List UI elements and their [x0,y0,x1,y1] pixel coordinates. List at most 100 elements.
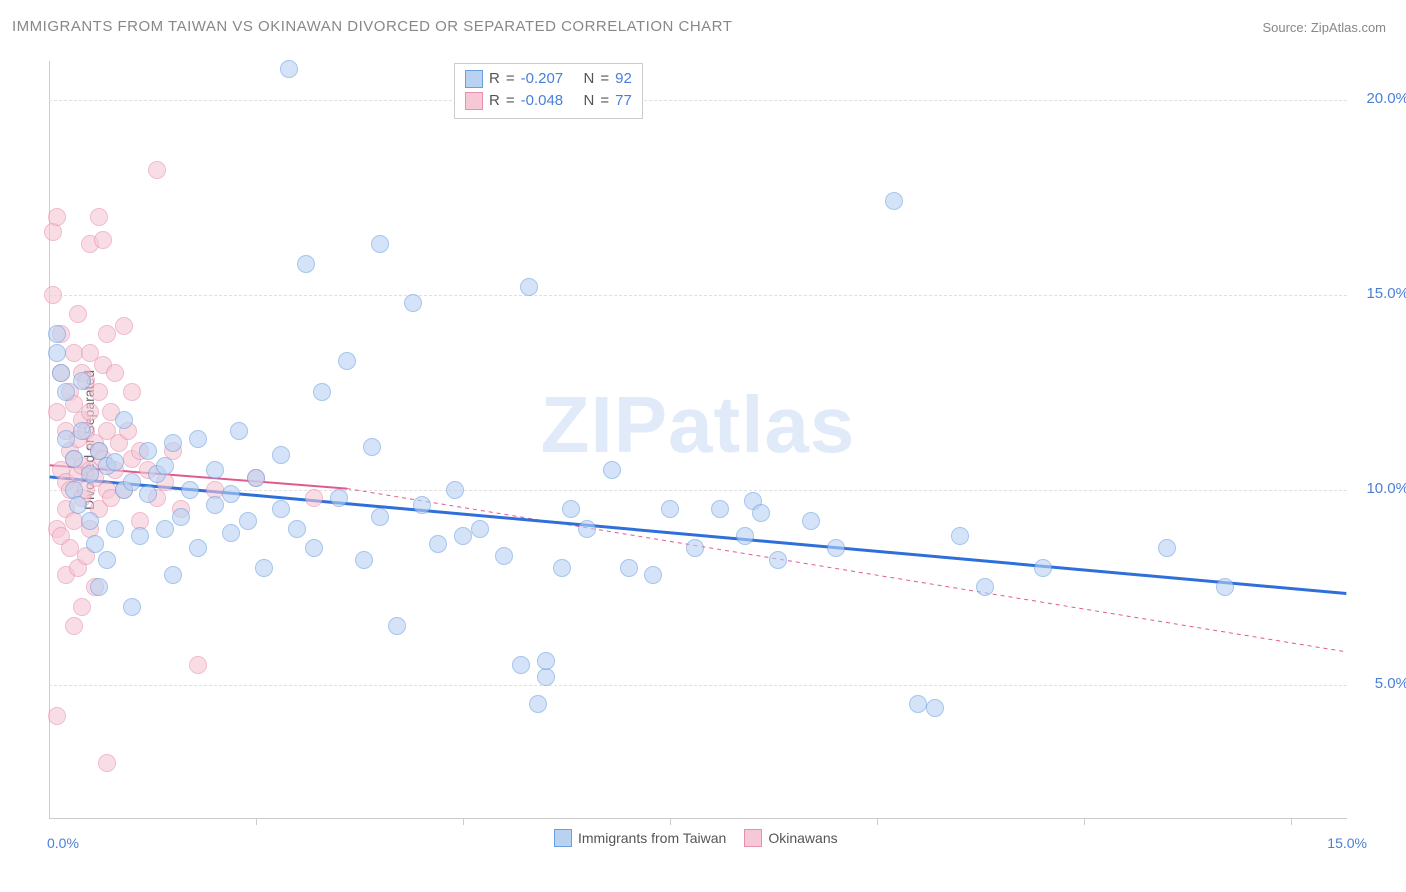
scatter-point-taiwan [429,535,447,553]
legend-row-okinawan: R = -0.048 N = 77 [465,90,632,112]
scatter-point-taiwan [131,527,149,545]
scatter-point-okinawan [69,305,87,323]
scatter-point-taiwan [313,383,331,401]
scatter-point-taiwan [156,520,174,538]
y-tick-label: 10.0% [1366,480,1406,497]
gridline-h [49,295,1347,296]
source-label: Source: ZipAtlas.com [1262,20,1386,35]
scatter-point-taiwan [272,500,290,518]
scatter-point-taiwan [686,539,704,557]
scatter-point-taiwan [65,450,83,468]
scatter-point-taiwan [139,485,157,503]
scatter-point-taiwan [338,352,356,370]
scatter-point-taiwan [363,438,381,456]
scatter-point-okinawan [61,539,79,557]
x-tick [670,819,671,825]
scatter-point-taiwan [951,527,969,545]
scatter-point-taiwan [520,278,538,296]
scatter-point-taiwan [57,383,75,401]
scatter-point-taiwan [578,520,596,538]
scatter-point-taiwan [86,535,104,553]
x-tick-label-right: 15.0% [1327,835,1367,851]
scatter-point-taiwan [603,461,621,479]
scatter-point-taiwan [206,496,224,514]
y-tick-label: 5.0% [1375,675,1406,692]
scatter-point-taiwan [976,578,994,596]
scatter-point-okinawan [81,403,99,421]
scatter-point-taiwan [562,500,580,518]
scatter-point-okinawan [98,754,116,772]
scatter-point-taiwan [98,551,116,569]
swatch-okinawan [465,92,483,110]
scatter-point-taiwan [123,598,141,616]
n-value-taiwan: 92 [615,68,632,90]
scatter-point-taiwan [48,344,66,362]
watermark: ZIPatlas [541,379,856,471]
scatter-point-okinawan [123,383,141,401]
scatter-point-okinawan [48,403,66,421]
scatter-point-taiwan [156,457,174,475]
scatter-point-taiwan [239,512,257,530]
scatter-point-taiwan [305,539,323,557]
x-tick [1084,819,1085,825]
scatter-point-okinawan [44,286,62,304]
scatter-point-taiwan [1216,578,1234,596]
scatter-point-taiwan [537,668,555,686]
r-label: R [489,68,500,90]
scatter-point-taiwan [280,60,298,78]
scatter-point-taiwan [222,485,240,503]
scatter-point-taiwan [222,524,240,542]
gridline-h [49,490,1347,491]
scatter-point-okinawan [65,512,83,530]
scatter-point-taiwan [404,294,422,312]
scatter-point-taiwan [355,551,373,569]
legend-correlation: R = -0.207 N = 92 R = -0.048 N = 77 [454,63,643,119]
scatter-point-taiwan [247,469,265,487]
y-tick-label: 15.0% [1366,285,1406,302]
scatter-point-okinawan [44,223,62,241]
scatter-point-taiwan [553,559,571,577]
gridline-h [49,100,1347,101]
swatch-taiwan [465,70,483,88]
series-label-taiwan: Immigrants from Taiwan [578,830,726,846]
scatter-point-taiwan [123,473,141,491]
scatter-point-okinawan [189,656,207,674]
scatter-point-taiwan [73,422,91,440]
scatter-point-taiwan [206,461,224,479]
swatch-taiwan-bottom [554,829,572,847]
scatter-point-taiwan [529,695,547,713]
r-value-okinawan: -0.048 [521,90,564,112]
chart-container: IMMIGRANTS FROM TAIWAN VS OKINAWAN DIVOR… [0,0,1406,892]
scatter-point-taiwan [1034,559,1052,577]
r-value-taiwan: -0.207 [521,68,564,90]
scatter-point-taiwan [827,539,845,557]
n-value-okinawan: 77 [615,90,632,112]
scatter-point-taiwan [413,496,431,514]
x-axis-line [49,818,1347,819]
legend-series: Immigrants from Taiwan Okinawans [554,829,838,847]
scatter-point-okinawan [148,161,166,179]
scatter-point-taiwan [106,520,124,538]
scatter-point-okinawan [115,317,133,335]
scatter-point-taiwan [73,372,91,390]
scatter-point-taiwan [164,566,182,584]
swatch-okinawan-bottom [744,829,762,847]
scatter-point-okinawan [94,231,112,249]
x-tick [256,819,257,825]
x-tick [877,819,878,825]
scatter-point-taiwan [446,481,464,499]
scatter-point-okinawan [73,598,91,616]
y-tick-label: 20.0% [1366,90,1406,107]
scatter-point-taiwan [106,453,124,471]
scatter-point-taiwan [371,235,389,253]
scatter-point-taiwan [711,500,729,518]
scatter-point-taiwan [172,508,190,526]
scatter-point-okinawan [65,617,83,635]
scatter-point-taiwan [81,465,99,483]
scatter-point-taiwan [512,656,530,674]
scatter-point-okinawan [305,489,323,507]
scatter-point-taiwan [164,434,182,452]
scatter-point-taiwan [288,520,306,538]
legend-item-taiwan: Immigrants from Taiwan [554,829,726,847]
scatter-point-taiwan [537,652,555,670]
